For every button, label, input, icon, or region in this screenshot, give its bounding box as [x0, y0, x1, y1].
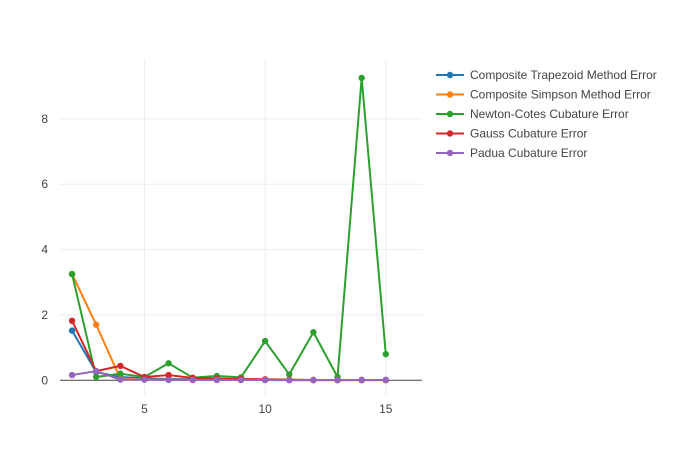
data-point[interactable] [358, 376, 365, 384]
y-tick-label: 8 [41, 112, 48, 126]
data-point[interactable] [310, 376, 317, 384]
y-tick-label: 6 [41, 177, 48, 191]
legend-label: Padua Cubature Error [470, 146, 587, 160]
legend-label: Newton-Cotes Cubature Error [470, 107, 629, 121]
legend-label: Composite Trapezoid Method Error [470, 68, 657, 82]
data-point[interactable] [117, 376, 124, 383]
data-point[interactable] [93, 373, 100, 381]
legend-item[interactable]: Composite Simpson Method Error [436, 88, 651, 102]
data-point[interactable] [68, 371, 76, 379]
y-tick-label: 4 [41, 243, 48, 257]
series-layer [68, 74, 389, 384]
legend-swatch-marker [446, 91, 454, 98]
legend-label: Composite Simpson Method Error [470, 88, 651, 102]
series-line [71, 76, 387, 379]
data-point[interactable] [310, 329, 317, 336]
data-point[interactable] [261, 337, 269, 345]
legend-item[interactable]: Padua Cubature Error [436, 146, 587, 160]
data-point[interactable] [141, 376, 148, 383]
y-axis-ticks: 0 2 4 6 8 [41, 112, 48, 387]
data-point[interactable] [68, 327, 76, 334]
data-point[interactable] [237, 376, 245, 384]
legend-item[interactable]: Gauss Cubature Error [436, 127, 587, 141]
legend-swatch-marker [446, 149, 454, 157]
data-point[interactable] [117, 370, 124, 377]
data-point[interactable] [382, 350, 389, 358]
legend-swatch-marker [446, 110, 454, 118]
data-point[interactable] [189, 376, 196, 384]
data-point[interactable] [261, 376, 269, 384]
data-point[interactable] [358, 74, 365, 82]
y-gridlines [60, 118, 422, 316]
y-tick-label: 2 [41, 308, 48, 322]
legend-item[interactable]: Newton-Cotes Cubature Error [436, 107, 629, 121]
series-5 [68, 367, 389, 384]
legend[interactable]: Composite Trapezoid Method Error Composit… [436, 68, 657, 160]
legend-item[interactable]: Composite Trapezoid Method Error [436, 68, 657, 82]
legend-swatch-marker [446, 71, 454, 79]
data-point[interactable] [334, 376, 341, 384]
y-tick-label: 0 [41, 373, 48, 387]
data-point[interactable] [93, 321, 100, 328]
data-point[interactable] [165, 360, 172, 367]
data-point[interactable] [382, 376, 389, 384]
x-tick-label: 10 [258, 402, 272, 416]
legend-label: Gauss Cubature Error [470, 127, 587, 141]
x-tick-label: 5 [141, 402, 148, 416]
legend-swatch-marker [446, 130, 454, 137]
data-point[interactable] [93, 367, 100, 375]
data-point[interactable] [213, 376, 221, 384]
data-point[interactable] [165, 376, 172, 384]
x-axis-ticks: 5 10 15 [141, 402, 393, 416]
data-point[interactable] [165, 371, 172, 379]
x-tick-label: 15 [379, 402, 393, 416]
data-point[interactable] [117, 362, 124, 370]
series-line [71, 370, 386, 381]
data-point[interactable] [286, 371, 293, 378]
data-point[interactable] [286, 376, 293, 384]
series-3 [68, 74, 389, 381]
data-point[interactable] [68, 317, 76, 325]
data-point[interactable] [68, 270, 76, 278]
